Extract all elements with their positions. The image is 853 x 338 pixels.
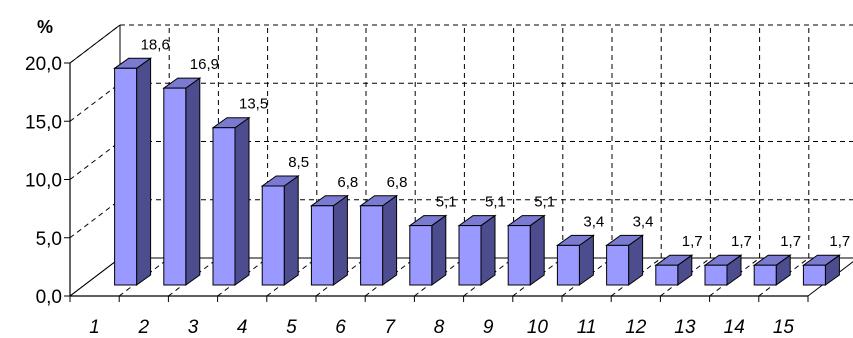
- data-label: 18,6: [141, 36, 170, 53]
- bar: [752, 254, 792, 286]
- bar-front: [458, 225, 482, 286]
- bar-front: [212, 127, 236, 286]
- x-tick-label: 7: [385, 317, 397, 338]
- side-wall-top: [69, 24, 121, 64]
- data-label: 5,1: [534, 194, 555, 211]
- x-tick-label: 13: [674, 317, 696, 338]
- y-tick-labels: 0,0 5,0 10,0 15,0 20,0: [25, 54, 62, 308]
- data-label: 1,7: [829, 233, 850, 250]
- x-tick-label: 2: [138, 317, 150, 338]
- bar: [309, 194, 349, 286]
- data-label: 8,5: [288, 154, 309, 171]
- bar-side: [382, 194, 398, 286]
- bar-side: [185, 77, 201, 286]
- data-labels: 18,6 16,9 13,5 8,5 6,8 6,8 5,1 5,1 5,1 3,4 3,4 1,7 1…: [141, 36, 851, 250]
- bar-side: [431, 214, 447, 286]
- x-tick-label: 11: [577, 317, 597, 338]
- bar-front: [556, 244, 580, 286]
- bar-front: [753, 264, 777, 286]
- bar: [654, 254, 694, 286]
- bar: [260, 175, 300, 286]
- bars: [113, 57, 841, 286]
- bar-front: [507, 225, 531, 286]
- bar: [359, 194, 399, 286]
- data-label: 3,4: [633, 213, 654, 230]
- y-tick-label: 0,0: [36, 287, 62, 308]
- y-tick-label: 15,0: [25, 112, 62, 133]
- y-tick-label: 10,0: [25, 171, 62, 192]
- x-tick-label: 6: [335, 317, 346, 338]
- bar-side: [480, 214, 496, 286]
- x-tick-label: 15: [773, 317, 795, 338]
- x-tick-label: 1: [89, 317, 100, 338]
- x-tick-label: 3: [188, 317, 199, 338]
- bar-front: [310, 205, 334, 286]
- data-label: 6,8: [337, 174, 358, 191]
- bar-side: [136, 57, 152, 286]
- bar-front: [114, 67, 138, 286]
- bar: [211, 116, 251, 286]
- data-label: 6,8: [387, 174, 408, 191]
- gridline-side: [69, 199, 121, 239]
- bar: [555, 234, 595, 286]
- bar-front: [261, 185, 285, 286]
- x-tick-label: 5: [286, 317, 297, 338]
- axes: [64, 24, 853, 302]
- y-tick-label: 20,0: [25, 54, 62, 75]
- x-tick-label: 8: [434, 317, 445, 338]
- bar-front: [802, 264, 826, 286]
- bar-side: [234, 116, 250, 286]
- bar: [457, 214, 497, 286]
- gridline-side: [69, 82, 121, 122]
- y-axis-label: %: [37, 17, 53, 37]
- bar-front: [655, 264, 679, 286]
- bar: [506, 214, 546, 286]
- data-label: 1,7: [780, 233, 801, 250]
- bar: [113, 57, 153, 286]
- bar-front: [704, 264, 728, 286]
- bar-front: [606, 244, 630, 286]
- bar-side: [332, 194, 348, 286]
- bar-side: [529, 214, 545, 286]
- x-tick-labels: 1 2 3 4 5 6 7 8 9 10 11 12 13 14 15: [89, 317, 794, 338]
- bar-front: [360, 205, 384, 286]
- bar-side: [283, 175, 299, 286]
- bar: [801, 254, 841, 286]
- bar-front: [409, 225, 433, 286]
- data-label: 16,9: [190, 56, 219, 73]
- gridline-side: [69, 141, 121, 180]
- bar: [162, 77, 202, 286]
- data-label: 1,7: [731, 233, 752, 250]
- bar-front: [163, 87, 187, 286]
- x-tick-label: 4: [237, 317, 248, 338]
- x-tick-label: 14: [724, 317, 745, 338]
- bar: [703, 254, 743, 286]
- data-label: 13,5: [239, 96, 268, 113]
- y-tick-label: 5,0: [36, 229, 62, 250]
- bar: [408, 214, 448, 286]
- data-label: 5,1: [485, 194, 506, 211]
- gridline-floor: [69, 257, 121, 297]
- data-label: 5,1: [436, 194, 457, 211]
- data-label: 3,4: [583, 213, 604, 230]
- data-label: 1,7: [682, 233, 703, 250]
- x-tick-label: 12: [625, 317, 647, 338]
- x-tick-label: 9: [483, 317, 494, 338]
- x-tick-label: 10: [527, 317, 549, 338]
- bar: [605, 234, 645, 286]
